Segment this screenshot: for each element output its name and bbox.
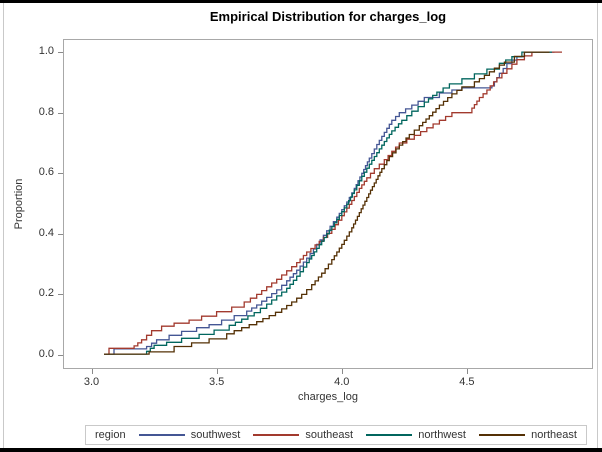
y-tick-mark [58,52,63,54]
ecdf-curves [104,51,562,355]
y-axis-label: Proportion [13,178,25,230]
y-tick-label: 0.6 [38,166,54,179]
legend-label: northwest [418,429,466,441]
legend-label: southwest [190,429,241,441]
right-edge-line [597,3,598,448]
plot-area [63,39,593,369]
y-tick-mark [58,294,63,296]
window-bottom-border [0,448,602,452]
legend-entry-northeast: northeast [479,429,577,441]
x-tick-mark [341,369,343,374]
y-tick-label: 0.8 [38,105,54,118]
ecdf-curve-northeast [104,51,550,355]
x-tick-label: 4.0 [334,376,350,388]
legend-line-swatch [253,434,300,436]
x-tick-label: 3.5 [208,376,225,388]
y-tick-label: 0.0 [38,347,54,360]
legend-line-swatch [138,434,185,436]
legend: region southwest southeast northwest northe… [85,425,587,445]
x-tick-mark [466,369,468,374]
window-top-border [0,0,602,3]
x-tick-mark [91,369,93,374]
y-tick-mark [58,233,63,235]
legend-title: region [95,429,126,441]
legend-label: northeast [531,429,577,441]
ecdf-curve-southeast [104,51,562,355]
x-tick-label: 3.0 [83,376,100,388]
ecdf-curve-southwest [104,51,555,355]
ecdf-curve-northwest [104,51,552,355]
y-tick-mark [58,112,63,114]
y-tick-mark [58,173,63,175]
legend-line-swatch [366,434,413,436]
x-axis-label: charges_log [298,391,358,403]
x-tick-mark [216,369,218,374]
legend-line-swatch [479,434,526,436]
y-tick-mark [58,354,63,356]
legend-entry-southwest: southwest [138,429,241,441]
legend-entry-northwest: northwest [366,429,466,441]
legend-label: southeast [305,429,354,441]
left-edge-line [3,3,4,448]
chart-title: Empirical Distribution for charges_log [209,9,447,24]
y-tick-label: 1.0 [38,45,54,58]
y-tick-label: 0.4 [38,226,54,239]
y-tick-label: 0.2 [38,287,54,300]
x-tick-label: 4.5 [459,376,475,388]
legend-entry-southeast: southeast [253,429,353,441]
